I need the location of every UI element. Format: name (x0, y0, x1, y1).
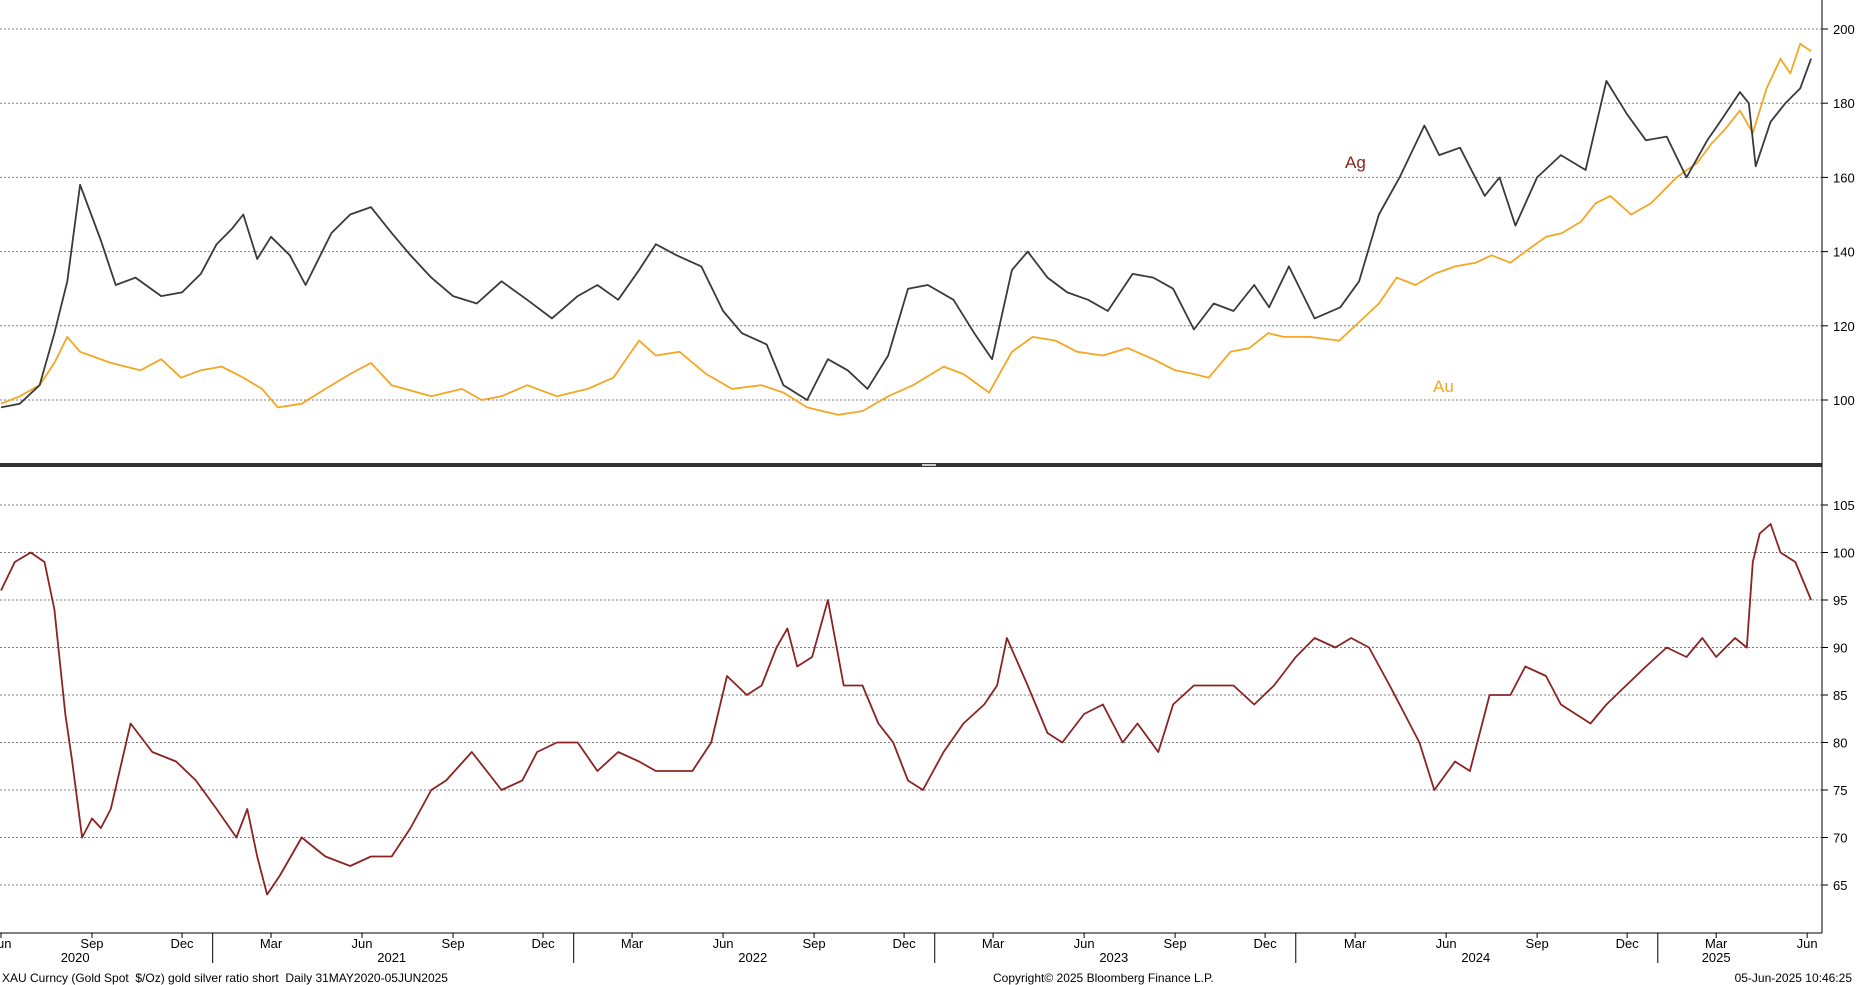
bottom-y-tick-label: 65 (1833, 878, 1847, 893)
top-series-ag (0, 58, 1812, 409)
bottom-y-tick-label: 85 (1833, 688, 1847, 703)
top-y-tick-label: 140 (1833, 245, 1855, 260)
top-y-tick-label: 200 (1833, 22, 1855, 37)
x-year-label: 2024 (1461, 950, 1490, 965)
bottom-y-tick-label: 90 (1833, 641, 1847, 656)
bottom-y-tick-label: 80 (1833, 736, 1847, 751)
x-month-label: Dec (531, 936, 555, 951)
footer-timestamp: 05-Jun-2025 10:46:25 (1734, 971, 1852, 985)
bottom-y-tick-label: 75 (1833, 783, 1847, 798)
x-month-label: Jun (0, 936, 11, 951)
x-month-label: Dec (1616, 936, 1640, 951)
panel-divider-grip (922, 464, 936, 466)
x-month-label: Mar (621, 936, 644, 951)
bottom-y-tick-label: 95 (1833, 593, 1847, 608)
bottom-y-axis: 65 70 75 80 85 90 95 100 105 (1822, 498, 1855, 893)
x-axis: Jun Sep Dec Mar Jun Sep Dec Mar Jun Sep Dec Mar Jun S… (0, 933, 1818, 965)
bottom-series-gold-silver-ratio (0, 523, 1812, 896)
bottom-series-lines (0, 523, 1812, 896)
x-year-label: 2021 (377, 950, 406, 965)
top-y-tick-label: 160 (1833, 170, 1855, 185)
x-month-label: Mar (1705, 936, 1728, 951)
x-month-label: Dec (170, 936, 194, 951)
x-year-label: 2023 (1099, 950, 1128, 965)
top-gridlines (0, 28, 1822, 401)
x-month-label: Sep (441, 936, 464, 951)
panel-divider[interactable] (0, 463, 1822, 467)
bottom-y-tick-label: 105 (1833, 498, 1855, 513)
bottom-y-tick-label: 100 (1833, 546, 1855, 561)
top-y-tick-label: 120 (1833, 319, 1855, 334)
x-year-label: 2022 (738, 950, 767, 965)
x-month-label: Jun (713, 936, 734, 951)
x-month-label: Mar (982, 936, 1005, 951)
chart-canvas: 100 120 140 160 180 200 Ag Au 65 70 75 80 85 90 95 1… (0, 0, 1855, 965)
bottom-panel: 65 70 75 80 85 90 95 100 105 (0, 498, 1855, 896)
bottom-gridlines (0, 504, 1822, 886)
x-month-label: Sep (1164, 936, 1187, 951)
au-annotation: Au (1433, 377, 1454, 396)
x-month-label: Mar (1344, 936, 1367, 951)
top-y-tick-label: 180 (1833, 96, 1855, 111)
x-month-label: Sep (1526, 936, 1549, 951)
x-month-label: Sep (80, 936, 103, 951)
bottom-y-tick-label: 70 (1833, 831, 1847, 846)
x-year-label: 2025 (1702, 950, 1731, 965)
x-month-label: Mar (260, 936, 283, 951)
x-month-label: Jun (1074, 936, 1095, 951)
x-month-label: Jun (1797, 936, 1818, 951)
ag-annotation: Ag (1345, 153, 1366, 172)
top-series-au (0, 42, 1812, 416)
x-year-label: 2020 (61, 950, 90, 965)
top-y-tick-label: 100 (1833, 393, 1855, 408)
x-month-label: Dec (1254, 936, 1278, 951)
x-month-label: Sep (802, 936, 825, 951)
footer-copyright: Copyright© 2025 Bloomberg Finance L.P. (993, 971, 1214, 985)
x-month-label: Dec (893, 936, 917, 951)
x-month-label: Jun (1436, 936, 1457, 951)
top-panel: 100 120 140 160 180 200 Ag Au (0, 22, 1855, 416)
x-month-label: Jun (352, 936, 373, 951)
footer-description: XAU Curncy (Gold Spot $/Oz) gold silver … (2, 971, 448, 985)
top-y-axis: 100 120 140 160 180 200 (1822, 22, 1855, 408)
top-series-lines (0, 42, 1812, 416)
